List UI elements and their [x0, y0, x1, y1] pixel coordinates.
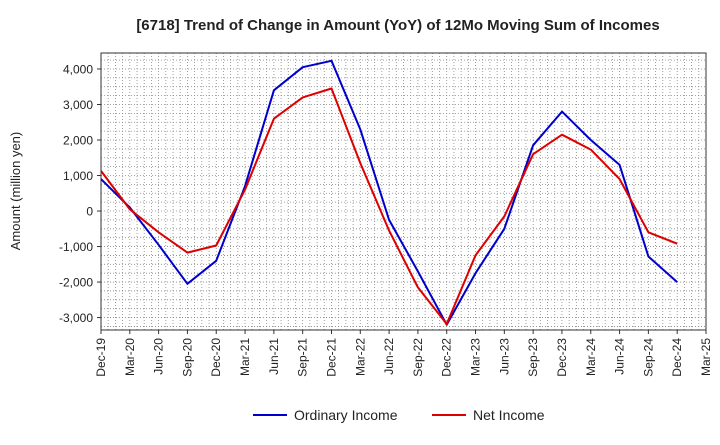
x-tick-label: Dec-24	[670, 338, 684, 377]
x-tick-label: Mar-25	[699, 338, 713, 376]
y-tick-label: -1,000	[59, 240, 93, 254]
x-tick-label: Dec-21	[324, 338, 338, 377]
x-tick-label: Dec-23	[555, 338, 569, 377]
y-tick-label: 1,000	[63, 169, 93, 183]
y-axis: -3,000 -2,000 -1,000 0 1,000 2,000 3,000 4,000	[59, 62, 101, 325]
x-tick-label: Mar-23	[469, 338, 483, 376]
y-tick-label: 4,000	[63, 62, 93, 76]
y-tick-label: -3,000	[59, 311, 93, 325]
x-tick-label: Sep-23	[526, 338, 540, 377]
x-tick-label: Jun-23	[497, 338, 511, 375]
y-tick-label: 0	[86, 205, 93, 219]
x-axis: Dec-19 Mar-20 Jun-20 Sep-20 Dec-20 Mar-21 Jun-…	[94, 330, 713, 377]
x-tick-label: Sep-21	[296, 338, 310, 377]
x-tick-label: Jun-22	[382, 338, 396, 375]
x-tick-label: Jun-20	[152, 338, 166, 375]
x-tick-label: Sep-20	[180, 338, 194, 377]
chart-title: [6718] Trend of Change in Amount (YoY) o…	[136, 17, 659, 34]
y-tick-label: 2,000	[63, 134, 93, 148]
x-tick-label: Mar-20	[123, 338, 137, 376]
x-tick-label: Mar-22	[353, 338, 367, 376]
ordinary-income-line	[100, 59, 678, 326]
x-tick-label: Jun-21	[267, 338, 281, 375]
series-layer	[100, 59, 678, 326]
x-tick-label: Jun-24	[613, 338, 627, 375]
net-income-line	[100, 87, 678, 325]
x-tick-label: Dec-20	[209, 338, 223, 377]
plot-area	[100, 52, 707, 331]
x-tick-label: Mar-21	[238, 338, 252, 376]
x-tick-label: Dec-19	[94, 338, 108, 377]
x-tick-label: Dec-22	[440, 338, 454, 377]
x-tick-label: Sep-24	[641, 338, 655, 377]
y-axis-label: Amount (million yen)	[8, 132, 23, 251]
net-income-legend-label: Net Income	[473, 407, 545, 423]
y-tick-label: 3,000	[63, 98, 93, 112]
x-tick-label: Mar-24	[584, 338, 598, 376]
grid	[101, 53, 706, 330]
x-tick-label: Sep-22	[411, 338, 425, 377]
legend: Ordinary Income Net Income	[253, 407, 545, 423]
ordinary-income-legend-label: Ordinary Income	[294, 407, 398, 423]
y-tick-label: -2,000	[59, 276, 93, 290]
